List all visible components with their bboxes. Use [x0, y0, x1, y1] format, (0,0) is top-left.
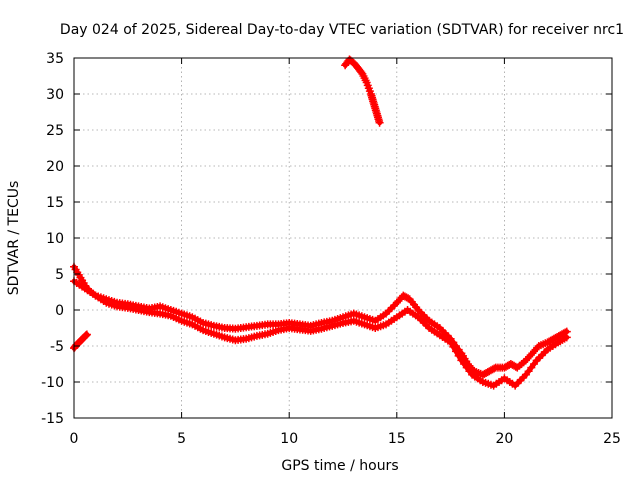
data-point-marker — [451, 347, 460, 356]
grid-layer — [74, 58, 612, 418]
data-point-marker — [82, 330, 91, 339]
x-tick-label: 5 — [177, 431, 186, 447]
series-high-segment — [341, 55, 384, 127]
x-tick-label: 0 — [70, 431, 79, 447]
tick-layer: 0 5 10 15 20 25 -15 -10 -5 0 5 10 15 20 25 30 35 — [41, 51, 621, 447]
data-point-marker — [490, 364, 499, 373]
y-tick-label: 0 — [55, 303, 64, 319]
data-point-marker — [446, 338, 455, 347]
y-tick-label: -5 — [50, 339, 64, 355]
series-main-trace-upper — [70, 262, 571, 379]
x-tick-label: 20 — [495, 431, 513, 447]
x-tick-label: 25 — [603, 431, 621, 447]
data-point-marker — [404, 294, 413, 303]
chart-title: Day 024 of 2025, Sidereal Day-to-day VTE… — [60, 22, 624, 38]
y-tick-label: -10 — [41, 375, 64, 391]
y-axis-title: SDTVAR / TECUs — [6, 181, 22, 296]
y-tick-label: 10 — [46, 231, 64, 247]
y-tick-label: 35 — [46, 51, 64, 67]
data-point-marker — [511, 362, 520, 371]
y-tick-label: 30 — [46, 87, 64, 103]
data-point-marker — [449, 342, 458, 351]
y-tick-label: 15 — [46, 195, 64, 211]
x-tick-label: 15 — [388, 431, 406, 447]
y-tick-label: 20 — [46, 159, 64, 175]
series-main-trace-lower — [70, 277, 571, 390]
data-point-marker — [562, 333, 571, 342]
y-tick-label: 5 — [55, 267, 64, 283]
data-layer — [70, 55, 571, 390]
y-tick-label: -15 — [41, 411, 64, 427]
data-point-marker — [375, 118, 384, 127]
y-tick-label: 25 — [46, 123, 64, 139]
x-axis-title: GPS time / hours — [281, 458, 398, 474]
data-point-marker — [454, 351, 463, 360]
x-tick-label: 10 — [280, 431, 298, 447]
